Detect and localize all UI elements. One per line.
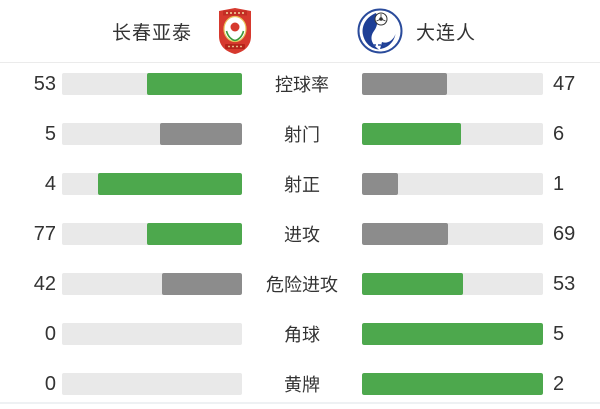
stat-row: 77 进攻 69 <box>0 223 600 245</box>
away-team-name: 大连人 <box>416 22 477 44</box>
away-bar-fill <box>362 73 448 95</box>
home-team-crest-icon <box>219 8 252 54</box>
away-team-crest-icon <box>357 8 403 54</box>
stat-row: 0 角球 5 <box>0 323 600 345</box>
home-bar-fill <box>146 73 242 95</box>
home-value: 4 <box>44 173 56 195</box>
stat-label: 角球 <box>284 325 320 345</box>
home-value: 77 <box>33 223 56 245</box>
home-bar-fill <box>98 173 242 195</box>
stat-row: 53 控球率 47 <box>0 73 600 95</box>
stats-list: 53 控球率 47 5 射门 6 4 射正 1 77 进攻 <box>0 63 600 395</box>
away-bar-fill <box>362 273 463 295</box>
home-bar <box>62 373 242 395</box>
match-header: 长春亚泰 大连人 <box>0 0 600 63</box>
away-bar <box>362 123 543 145</box>
home-bar <box>62 223 242 245</box>
away-value: 53 <box>553 273 576 295</box>
away-value: 69 <box>553 223 576 245</box>
away-bar-fill <box>362 323 543 345</box>
stat-row: 42 危险进攻 53 <box>0 273 600 295</box>
home-bar <box>62 123 242 145</box>
home-team: 长春亚泰 <box>112 7 254 55</box>
stat-row: 5 射门 6 <box>0 123 600 145</box>
home-bar-fill <box>147 223 242 245</box>
away-bar-fill <box>362 223 448 245</box>
away-bar <box>362 173 543 195</box>
away-bar <box>362 273 543 295</box>
home-value: 42 <box>33 273 56 295</box>
stat-label: 射正 <box>284 175 320 195</box>
home-value: 53 <box>33 73 56 95</box>
away-bar-fill <box>362 123 461 145</box>
stat-label: 射门 <box>284 125 320 145</box>
home-bar <box>62 273 242 295</box>
home-bar <box>62 173 242 195</box>
away-value: 2 <box>553 373 565 395</box>
home-bar-fill <box>160 123 242 145</box>
stat-row: 0 黄牌 2 <box>0 373 600 395</box>
stat-label: 进攻 <box>284 225 320 245</box>
home-bar <box>62 73 242 95</box>
home-value: 0 <box>44 373 56 395</box>
away-bar <box>362 323 543 345</box>
away-value: 1 <box>553 173 565 195</box>
stat-label: 控球率 <box>275 75 329 95</box>
home-bar <box>62 323 242 345</box>
away-bar-fill <box>362 373 543 395</box>
away-value: 47 <box>553 73 576 95</box>
away-bar <box>362 73 543 95</box>
home-value: 5 <box>44 123 56 145</box>
bottom-divider <box>0 402 600 404</box>
away-bar <box>362 223 543 245</box>
away-bar <box>362 373 543 395</box>
home-team-name: 长春亚泰 <box>112 22 193 44</box>
away-team: 大连人 <box>357 7 476 55</box>
stat-row: 4 射正 1 <box>0 173 600 195</box>
away-bar-fill <box>362 173 399 195</box>
away-value: 6 <box>553 123 565 145</box>
stat-label: 黄牌 <box>284 375 320 395</box>
home-value: 0 <box>44 323 56 345</box>
stat-label: 危险进攻 <box>266 275 338 295</box>
home-bar-fill <box>162 273 242 295</box>
away-value: 5 <box>553 323 565 345</box>
